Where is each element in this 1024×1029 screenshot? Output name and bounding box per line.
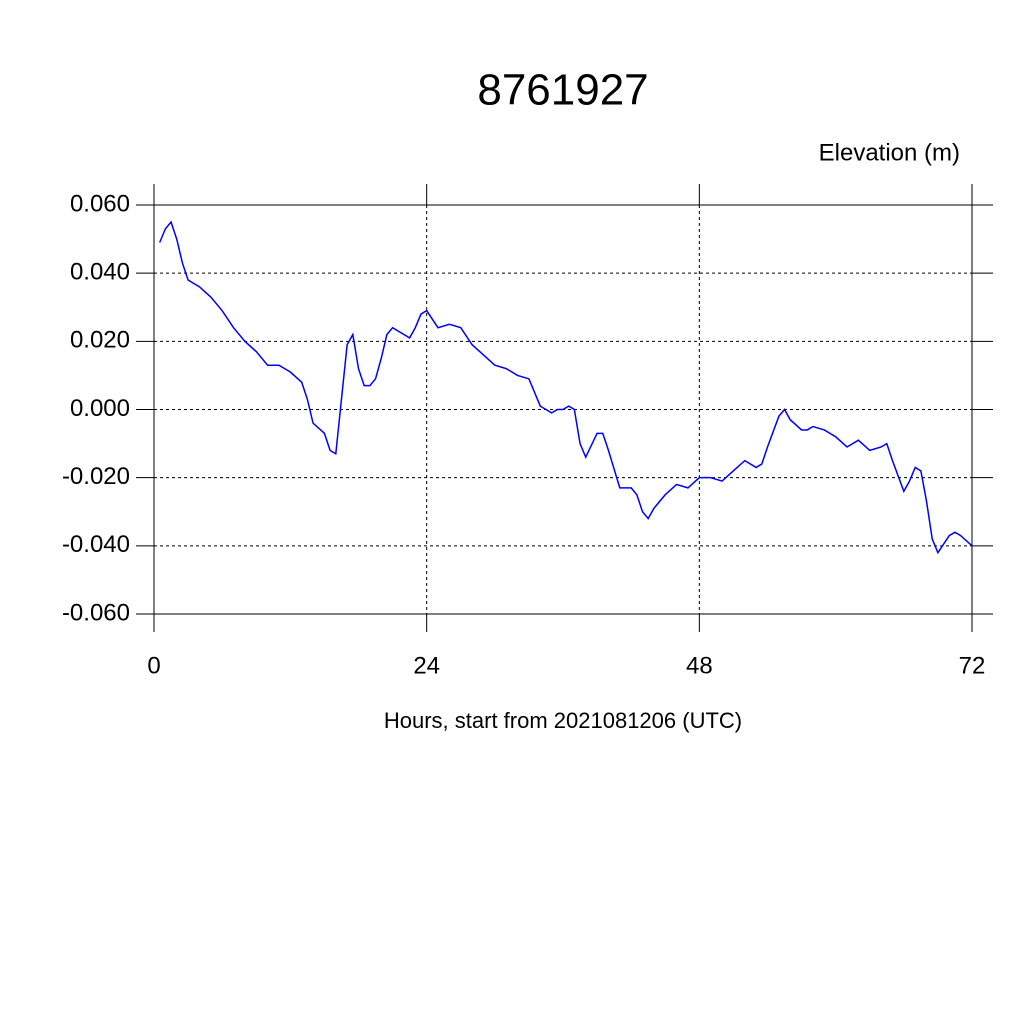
y-tick-label: 0.000	[70, 395, 130, 422]
y-tick-label: -0.040	[62, 531, 130, 558]
x-tick-label: 72	[959, 652, 986, 679]
chart-title: 8761927	[477, 66, 648, 115]
y-tick-label: 0.020	[70, 327, 130, 354]
x-tick-label: 48	[686, 652, 713, 679]
y-axis-label: Elevation (m)	[819, 139, 960, 166]
y-tick-label: 0.060	[70, 190, 130, 217]
x-tick-label: 0	[147, 652, 160, 679]
data-line	[158, 220, 973, 555]
x-axis-label: Hours, start from 2021081206 (UTC)	[384, 708, 742, 733]
y-tick-label: -0.020	[62, 463, 130, 490]
y-tick-label: 0.040	[70, 259, 130, 286]
x-tick-label: 24	[413, 652, 440, 679]
y-tick-label: -0.060	[62, 599, 130, 626]
